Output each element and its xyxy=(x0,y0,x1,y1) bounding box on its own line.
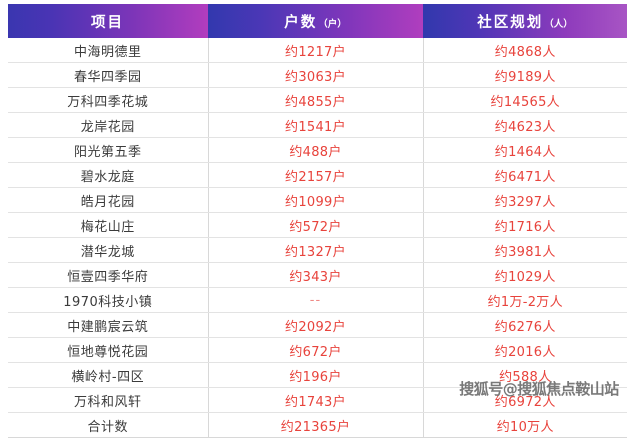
cell-community-population: 约4868人 xyxy=(423,38,627,63)
cell-project-name: 皓月花园 xyxy=(8,187,209,213)
table-row: 春华四季园 约3063户 约9189人 xyxy=(8,62,627,88)
cell-community-population: 约10万人 xyxy=(423,412,627,438)
table-row: 横岭村-四区 约196户 约588人 xyxy=(8,362,627,388)
cell-households: 约196户 xyxy=(208,362,424,388)
cell-community-population: 约3297人 xyxy=(423,187,627,213)
column-header-households-label: 户数 xyxy=(284,14,318,31)
cell-project-name: 碧水龙庭 xyxy=(8,162,209,188)
table-body: 中海明德里 约1217户 约4868人 春华四季园 约3063户 约9189人 万科四季花城… xyxy=(8,38,627,438)
cell-project-name: 1970科技小镇 xyxy=(8,287,209,313)
cell-project-name: 龙岸花园 xyxy=(8,112,209,138)
cell-households: 约1541户 xyxy=(208,112,424,138)
community-stats-table: 项目 户数（户） 社区规划（人） 中海明德里 约1217户 约4868人 春华四季园约… xyxy=(8,4,627,438)
table-header: 项目 户数（户） 社区规划（人） xyxy=(8,4,627,38)
community-stats-table-container: 项目 户数（户） 社区规划（人） 中海明德里 约1217户 约4868人 春华四季园约… xyxy=(8,4,627,438)
cell-households: 约488户 xyxy=(208,137,424,163)
cell-households: 约1327户 xyxy=(208,237,424,263)
cell-community-population: 约1029人 xyxy=(423,262,627,288)
cell-households: 约1743户 xyxy=(208,387,424,413)
cell-community-population: 约9189人 xyxy=(423,62,627,88)
cell-households: 约572户 xyxy=(208,212,424,238)
table-row: 1970科技小镇 -- 约1万-2万人 xyxy=(8,287,627,313)
cell-community-population: 约6276人 xyxy=(423,312,627,338)
table-row: 阳光第五季 约488户 约1464人 xyxy=(8,137,627,163)
cell-community-population: 约1464人 xyxy=(423,137,627,163)
table-row: 恒壹四季华府 约343户 约1029人 xyxy=(8,262,627,288)
cell-community-population: 约2016人 xyxy=(423,337,627,363)
cell-households: 约343户 xyxy=(208,262,424,288)
cell-project-name: 万科四季花城 xyxy=(8,87,209,113)
cell-community-population: 约1万-2万人 xyxy=(423,287,627,313)
cell-community-population: 约1716人 xyxy=(423,212,627,238)
table-row: 潜华龙城 约1327户 约3981人 xyxy=(8,237,627,263)
column-header-community-plan: 社区规划（人） xyxy=(423,4,627,38)
cell-community-population: 约4623人 xyxy=(423,112,627,138)
cell-project-name: 横岭村-四区 xyxy=(8,362,209,388)
cell-project-name: 梅花山庄 xyxy=(8,212,209,238)
table-row: 龙岸花园 约1541户 约4623人 xyxy=(8,112,627,138)
column-header-project-label: 项目 xyxy=(91,14,124,31)
cell-households: 约3063户 xyxy=(208,62,424,88)
cell-community-population: 约14565人 xyxy=(423,87,627,113)
table-row: 皓月花园 约1099户 约3297人 xyxy=(8,187,627,213)
table-row: 碧水龙庭 约2157户 约6471人 xyxy=(8,162,627,188)
cell-project-name: 阳光第五季 xyxy=(8,137,209,163)
column-header-community-plan-label: 社区规划 xyxy=(477,14,544,31)
cell-project-name: 潜华龙城 xyxy=(8,237,209,263)
cell-households: 约1099户 xyxy=(208,187,424,213)
cell-households: 约672户 xyxy=(208,337,424,363)
table-row: 万科和风轩 约1743户 约6972人 xyxy=(8,387,627,413)
table-row: 中建鹏宸云筑 约2092户 约6276人 xyxy=(8,312,627,338)
cell-households: 约1217户 xyxy=(208,38,424,63)
table-row: 万科四季花城 约4855户 约14565人 xyxy=(8,87,627,113)
table-row: 合计数 约21365户 约10万人 xyxy=(8,412,627,438)
cell-community-population: 约588人 xyxy=(423,362,627,388)
column-header-project: 项目 xyxy=(8,4,208,38)
cell-project-name: 中建鹏宸云筑 xyxy=(8,312,209,338)
cell-project-name: 恒壹四季华府 xyxy=(8,262,209,288)
cell-community-population: 约6972人 xyxy=(423,387,627,413)
table-row: 中海明德里 约1217户 约4868人 xyxy=(8,38,627,63)
cell-households: 约21365户 xyxy=(208,412,424,438)
cell-project-name: 春华四季园 xyxy=(8,62,209,88)
column-header-households: 户数（户） xyxy=(208,4,423,38)
cell-households: 约4855户 xyxy=(208,87,424,113)
table-row: 恒地尊悦花园 约672户 约2016人 xyxy=(8,337,627,363)
cell-project-name: 合计数 xyxy=(8,412,209,438)
cell-project-name: 恒地尊悦花园 xyxy=(8,337,209,363)
cell-community-population: 约6471人 xyxy=(423,162,627,188)
cell-households: 约2157户 xyxy=(208,162,424,188)
table-row: 梅花山庄 约572户 约1716人 xyxy=(8,212,627,238)
column-header-households-unit: （户） xyxy=(318,18,347,30)
cell-households: 约2092户 xyxy=(208,312,424,338)
cell-project-name: 万科和风轩 xyxy=(8,387,209,413)
cell-households: -- xyxy=(208,287,424,313)
cell-community-population: 约3981人 xyxy=(423,237,627,263)
column-header-community-plan-unit: （人） xyxy=(544,18,573,30)
table-header-row: 项目 户数（户） 社区规划（人） xyxy=(8,4,627,38)
cell-project-name: 中海明德里 xyxy=(8,38,209,63)
